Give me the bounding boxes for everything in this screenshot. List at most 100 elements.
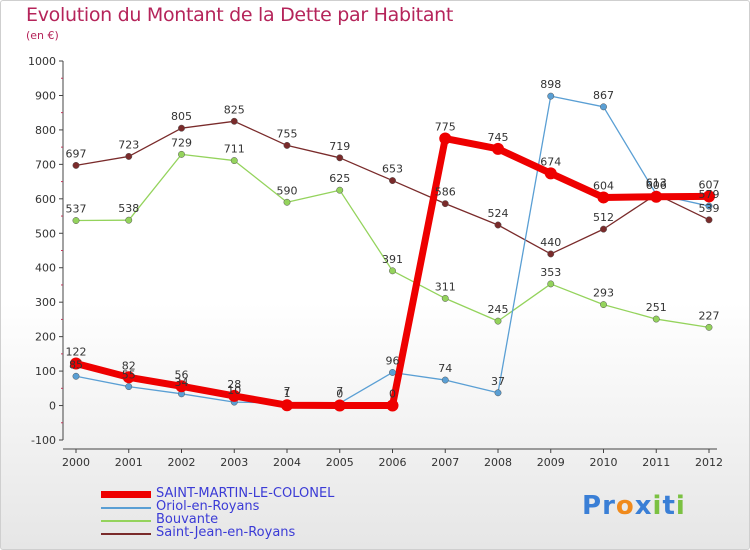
y-tick-label: 900 bbox=[35, 89, 56, 102]
data-label: 0 bbox=[389, 388, 396, 401]
data-label: 96 bbox=[386, 354, 400, 367]
data-point-3 bbox=[494, 221, 502, 229]
data-point-2 bbox=[705, 323, 713, 331]
data-label: 613 bbox=[646, 176, 667, 189]
data-point-3 bbox=[389, 177, 396, 185]
data-label: 245 bbox=[488, 303, 509, 316]
data-point-2 bbox=[441, 294, 449, 302]
data-point-1 bbox=[705, 202, 713, 210]
data-label: 74 bbox=[438, 362, 452, 375]
data-label: 122 bbox=[66, 346, 87, 359]
data-label: 353 bbox=[540, 266, 561, 279]
data-label: 293 bbox=[593, 287, 614, 300]
data-point-2 bbox=[600, 301, 607, 309]
data-label: 37 bbox=[491, 375, 505, 388]
logo-letter: i bbox=[652, 491, 663, 521]
x-tick-label: 2006 bbox=[379, 456, 407, 469]
data-point-2 bbox=[389, 267, 396, 275]
data-label: 805 bbox=[171, 110, 192, 123]
data-label: 653 bbox=[382, 163, 403, 176]
data-point-3 bbox=[230, 117, 238, 125]
x-tick-label: 2000 bbox=[62, 456, 90, 469]
data-label: 674 bbox=[540, 155, 561, 168]
proxiti-logo: Proxiti bbox=[582, 491, 686, 521]
data-point-2 bbox=[230, 157, 238, 165]
data-label: 729 bbox=[171, 136, 192, 149]
legend-label: Bouvante bbox=[156, 512, 219, 527]
data-label: 697 bbox=[66, 147, 87, 160]
data-point-3 bbox=[125, 152, 133, 160]
data-label: 391 bbox=[382, 253, 403, 266]
data-label: 311 bbox=[435, 280, 456, 293]
y-tick-label: 300 bbox=[35, 296, 56, 309]
data-label: 251 bbox=[646, 301, 667, 314]
y-tick-label: 200 bbox=[35, 331, 56, 344]
data-point-0 bbox=[650, 190, 663, 203]
logo-letter: r bbox=[602, 491, 616, 521]
data-label: 82 bbox=[122, 359, 136, 372]
data-point-0 bbox=[703, 190, 715, 203]
data-point-1 bbox=[441, 376, 449, 384]
data-label: 745 bbox=[488, 131, 509, 144]
data-label: 34 bbox=[175, 376, 189, 389]
data-label: 512 bbox=[593, 211, 614, 224]
y-tick-label: 0 bbox=[49, 400, 56, 413]
data-point-3 bbox=[547, 250, 555, 258]
data-label: 607 bbox=[699, 178, 720, 191]
legend-swatch bbox=[101, 533, 151, 535]
data-label: 898 bbox=[540, 78, 561, 91]
data-point-0 bbox=[386, 399, 399, 412]
chart-unit: (en €) bbox=[26, 29, 59, 42]
logo-letter: t bbox=[662, 491, 676, 521]
data-point-3 bbox=[72, 161, 80, 169]
legend-swatch bbox=[101, 491, 151, 498]
data-point-0 bbox=[122, 371, 135, 384]
data-point-0 bbox=[281, 399, 293, 412]
data-point-2 bbox=[652, 315, 660, 323]
data-label: 590 bbox=[277, 184, 298, 197]
data-label: 825 bbox=[224, 103, 245, 116]
x-tick-label: 2010 bbox=[590, 456, 618, 469]
x-tick-label: 2008 bbox=[484, 456, 512, 469]
x-tick-label: 2005 bbox=[326, 456, 354, 469]
y-tick-label: 600 bbox=[35, 193, 56, 206]
y-tick-label: 100 bbox=[35, 365, 56, 378]
data-point-0 bbox=[492, 142, 504, 155]
data-point-0 bbox=[175, 380, 188, 393]
y-tick-label: 400 bbox=[35, 262, 56, 275]
data-label: 604 bbox=[593, 179, 614, 192]
data-point-3 bbox=[178, 124, 185, 132]
data-point-2 bbox=[336, 186, 344, 194]
data-point-3 bbox=[283, 141, 291, 149]
data-label: 10 bbox=[227, 384, 241, 397]
legend-label: Saint-Jean-en-Royans bbox=[156, 525, 296, 540]
data-point-1 bbox=[494, 389, 502, 397]
data-label: 613 bbox=[646, 176, 667, 189]
chart-title: Evolution du Montant de la Dette par Hab… bbox=[26, 4, 454, 26]
data-label: 56 bbox=[175, 368, 189, 381]
x-tick-label: 2012 bbox=[695, 456, 723, 469]
logo-letter: x bbox=[634, 491, 653, 521]
legend-swatch bbox=[101, 520, 151, 522]
data-points bbox=[70, 92, 715, 412]
data-label: 55 bbox=[122, 369, 136, 382]
data-label: 0 bbox=[336, 388, 343, 401]
data-label: 539 bbox=[699, 202, 720, 215]
y-tick-label: 800 bbox=[35, 124, 56, 137]
data-label: 723 bbox=[118, 138, 139, 151]
data-point-1 bbox=[389, 369, 396, 376]
data-point-2 bbox=[547, 280, 555, 288]
data-point-3 bbox=[705, 216, 713, 224]
x-tick-label: 2001 bbox=[115, 456, 143, 469]
x-tick-label: 2011 bbox=[642, 456, 670, 469]
data-point-3 bbox=[441, 200, 449, 208]
y-tick-label: -100 bbox=[31, 434, 56, 447]
y-tick-label: 700 bbox=[35, 158, 56, 171]
data-label: 440 bbox=[540, 236, 561, 249]
data-label: 867 bbox=[593, 89, 614, 102]
data-label: 524 bbox=[488, 207, 509, 220]
data-point-2 bbox=[72, 217, 80, 224]
data-label: 625 bbox=[329, 172, 350, 185]
